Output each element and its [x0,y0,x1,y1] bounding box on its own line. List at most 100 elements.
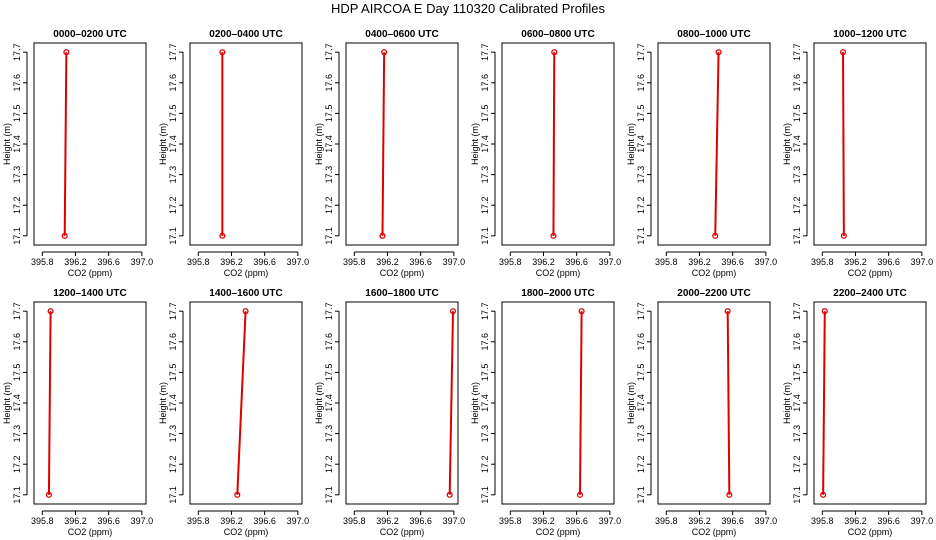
plot-frame [189,301,303,505]
x-axis-label: CO2 (ppm) [380,527,425,537]
profile-point [61,232,68,239]
profile-panel: 1800–2000 UTC 395.8 396.2 396.6 397.0 CO2 (pp… [470,288,621,537]
x-tick-label: 397.0 [131,257,154,267]
x-tick-label: 397.0 [599,516,622,526]
x-axis-label: CO2 (ppm) [224,527,269,537]
y-axis-label: Height (m) [2,123,12,165]
x-tick-label: 396.2 [220,516,243,526]
y-tick-label: 17.4 [324,394,334,412]
x-axis-label: CO2 (ppm) [536,527,581,537]
y-tick-label: 17.1 [480,486,490,504]
profile-point [821,308,828,315]
y-tick-label: 17.5 [480,364,490,382]
x-tick-label: 395.8 [31,257,54,267]
x-tick-label: 397.0 [443,516,466,526]
plot-frame [813,42,927,246]
y-tick-label: 17.3 [168,166,178,184]
y-tick-label: 17.4 [480,135,490,153]
y-tick-label: 17.5 [12,105,22,123]
panel-title: 1800–2000 UTC [521,288,594,299]
profile-point [219,232,226,239]
y-tick-label: 17.4 [12,394,22,412]
plot-frame [501,301,615,505]
x-axis-label: CO2 (ppm) [848,268,893,278]
y-axis-label: Height (m) [470,382,480,424]
y-tick-label: 17.5 [792,105,802,123]
x-tick-label: 395.8 [499,516,522,526]
profile-point [712,232,719,239]
y-tick-label: 17.3 [636,425,646,443]
x-tick-label: 396.6 [721,257,744,267]
profile-point [726,491,733,498]
x-tick-label: 396.6 [721,516,744,526]
profile-line [63,52,68,236]
y-tick-label: 17.6 [12,74,22,92]
y-tick-label: 17.3 [480,425,490,443]
profile-point [379,232,386,239]
profile-panel: 2000–2200 UTC 395.8 396.2 396.6 397.0 CO2 (pp… [626,288,777,537]
y-axis-label: Height (m) [470,123,480,165]
x-tick-label: 396.2 [532,257,555,267]
x-tick-label: 395.8 [343,516,366,526]
profile-panel: 1400–1600 UTC 395.8 396.2 396.6 397.0 CO2 (pp… [158,288,309,537]
y-tick-label: 17.2 [12,196,22,214]
profile-point [576,491,584,498]
y-tick-label: 17.5 [12,364,22,382]
y-tick-label: 17.5 [636,105,646,123]
y-axis-label: Height (m) [782,382,792,424]
x-tick-label: 396.2 [688,257,711,267]
y-axis-label: Height (m) [626,382,636,424]
x-tick-label: 397.0 [599,257,622,267]
x-tick-label: 397.0 [287,516,310,526]
panel-title: 0600–0800 UTC [521,29,594,40]
y-tick-label: 17.6 [636,333,646,351]
y-tick-label: 17.4 [168,394,178,412]
panel-title: 0800–1000 UTC [677,29,750,40]
profile-point [551,49,558,56]
y-tick-label: 17.1 [792,486,802,504]
y-tick-label: 17.5 [636,364,646,382]
panel-title: 2000–2200 UTC [677,288,750,299]
x-tick-label: 397.0 [287,257,310,267]
y-tick-label: 17.7 [12,43,22,61]
y-tick-label: 17.7 [792,302,802,320]
x-tick-label: 396.2 [376,516,399,526]
y-tick-label: 17.3 [480,166,490,184]
profile-point [446,491,453,498]
y-tick-label: 17.3 [324,425,334,443]
x-axis-label: CO2 (ppm) [380,268,425,278]
profile-point [820,491,827,498]
x-tick-label: 397.0 [911,516,934,526]
y-tick-label: 17.7 [324,302,334,320]
y-tick-label: 17.2 [480,455,490,473]
profile-panel: 0800–1000 UTC 395.8 396.2 396.6 397.0 CO2 (pp… [626,29,777,278]
plot-frame [501,42,615,246]
x-axis-label: CO2 (ppm) [692,268,737,278]
y-tick-label: 17.2 [792,455,802,473]
panel-title: 0200–0400 UTC [209,29,282,40]
y-tick-label: 17.3 [168,425,178,443]
y-tick-label: 17.7 [636,43,646,61]
y-tick-label: 17.2 [168,196,178,214]
y-tick-label: 17.6 [324,74,334,92]
profile-point [840,232,847,239]
x-tick-label: 396.2 [376,257,399,267]
profile-point [63,49,70,56]
y-tick-label: 17.2 [480,196,490,214]
plot-frame [657,301,771,505]
y-tick-label: 17.2 [636,455,646,473]
y-tick-label: 17.4 [168,135,178,153]
y-tick-label: 17.7 [792,43,802,61]
panel-title: 1000–1200 UTC [833,29,906,40]
x-tick-label: 397.0 [755,516,778,526]
x-tick-label: 397.0 [911,257,934,267]
plot-frame [33,301,147,505]
x-tick-label: 396.6 [97,516,120,526]
x-tick-label: 395.8 [499,257,522,267]
y-tick-label: 17.2 [324,455,334,473]
profile-line [822,311,826,495]
profile-point [724,308,731,315]
x-tick-label: 395.8 [811,257,834,267]
plot-frame [345,301,459,505]
